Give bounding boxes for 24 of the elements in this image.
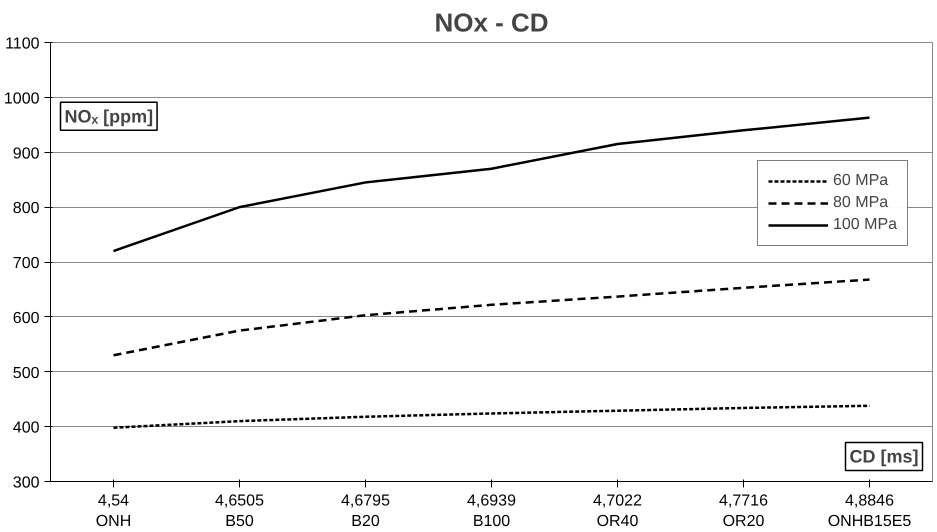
x-tick-label: 4,7022 OR40 (593, 492, 642, 530)
y-axis-title: NOₓ [ppm] (64, 106, 154, 126)
legend-label: 100 MPa (833, 216, 898, 234)
line-series (112, 404, 871, 429)
x-tick-label: 4,8846 ONHB15E5 (828, 492, 912, 530)
y-tick-label: 1000 (4, 90, 40, 108)
x-tick-label: 4,7716 OR20 (719, 492, 768, 530)
y-tick-label: 600 (12, 310, 40, 327)
y-tick-label: 700 (12, 255, 40, 272)
x-tick-label: 4,6939 B100 (467, 492, 516, 530)
line-series (112, 278, 871, 357)
legend-label: 80 MPa (833, 194, 888, 212)
x-axis-title: CD [ms] (849, 446, 919, 467)
y-tick-label: 400 (12, 420, 40, 437)
y-tick-label: 900 (12, 145, 40, 162)
legend-label: 60 MPa (833, 172, 888, 190)
x-tick-label: 4,54 ONH (96, 492, 132, 530)
x-tick-label: 4,6505 B50 (215, 492, 264, 530)
y-tick-label: 800 (12, 200, 40, 218)
y-tick-label: 500 (12, 364, 40, 382)
x-tick-label: 4,6795 B20 (341, 492, 390, 530)
chart-title: NOx - CD (434, 8, 549, 38)
y-tick-label: 1100 (5, 36, 40, 52)
y-tick-label: 300 (12, 474, 40, 492)
